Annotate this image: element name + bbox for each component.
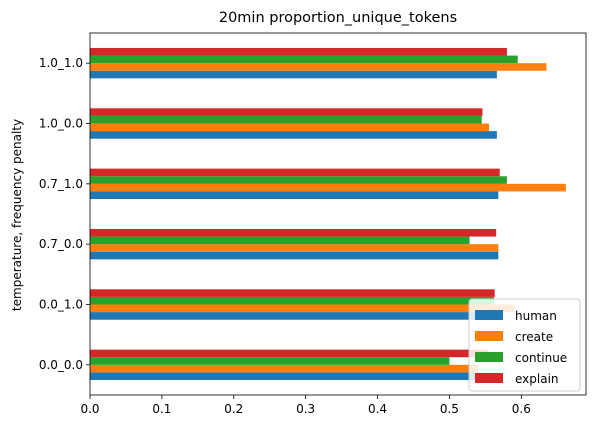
bar-human-1.0_1.0: [90, 70, 497, 79]
y-tick-label: 0.7_1.0: [39, 177, 83, 191]
bar-create-0.0_1.0: [90, 304, 515, 313]
bar-explain-0.7_1.0: [90, 168, 500, 177]
legend-swatch-human: [475, 310, 503, 320]
bar-create-0.0_0.0: [90, 364, 479, 373]
x-tick-label: 0.0: [80, 402, 99, 416]
bar-human-0.0_1.0: [90, 312, 498, 320]
bar-continue-0.7_0.0: [90, 236, 470, 245]
bar-human-0.7_1.0: [90, 191, 499, 200]
chart-title: 20min proportion_unique_tokens: [219, 10, 457, 26]
bar-explain-1.0_1.0: [90, 47, 507, 56]
bars-group: [90, 47, 566, 381]
x-tick-label: 0.2: [224, 402, 243, 416]
y-ticks-group: 0.0_0.0 0.0_1.0 0.7_0.0 0.7_1.0 1.0_0.0 1.0_1…: [39, 56, 90, 372]
bar-continue-0.0_0.0: [90, 357, 450, 365]
legend-swatch-explain: [475, 373, 503, 383]
bar-human-0.0_0.0: [90, 372, 498, 381]
bar-continue-0.7_1.0: [90, 176, 507, 184]
legend-swatch-continue: [475, 352, 503, 362]
legend: human create continue explain: [468, 298, 581, 392]
x-ticks-group: 0.0 0.1 0.2 0.3 0.4 0.5 0.6: [80, 395, 531, 416]
bar-create-1.0_0.0: [90, 123, 489, 132]
x-tick-label: 0.1: [152, 402, 171, 416]
bar-create-0.7_1.0: [90, 183, 566, 192]
bar-human-0.7_0.0: [90, 251, 499, 260]
y-tick-label: 1.0_1.0: [39, 56, 83, 70]
bar-explain-1.0_0.0: [90, 108, 483, 116]
bar-continue-0.0_1.0: [90, 296, 494, 305]
legend-swatch-create: [475, 331, 503, 341]
legend-label-create: create: [515, 330, 553, 344]
y-tick-label: 1.0_0.0: [39, 117, 83, 131]
y-axis-label: temperature, frequency penalty: [10, 119, 24, 311]
x-tick-label: 0.3: [296, 402, 315, 416]
bar-continue-1.0_0.0: [90, 115, 482, 124]
y-tick-label: 0.0_1.0: [39, 298, 83, 312]
legend-box: [468, 298, 581, 392]
plot-frame: [89, 32, 587, 396]
legend-label-human: human: [515, 309, 557, 323]
bar-continue-1.0_1.0: [90, 55, 518, 64]
legend-label-continue: continue: [515, 351, 567, 365]
bar-human-1.0_0.0: [90, 131, 497, 139]
bar-explain-0.7_0.0: [90, 228, 497, 237]
x-tick-label: 0.5: [440, 402, 459, 416]
y-tick-label: 0.0_0.0: [39, 358, 83, 372]
bar-explain-0.0_0.0: [90, 349, 488, 358]
legend-label-explain: explain: [515, 372, 559, 386]
bar-create-1.0_1.0: [90, 63, 547, 71]
y-tick-label: 0.7_0.0: [39, 237, 83, 251]
x-tick-label: 0.4: [368, 402, 387, 416]
bar-create-0.7_0.0: [90, 244, 499, 252]
bar-explain-0.0_1.0: [90, 289, 495, 297]
x-tick-label: 0.6: [512, 402, 531, 416]
